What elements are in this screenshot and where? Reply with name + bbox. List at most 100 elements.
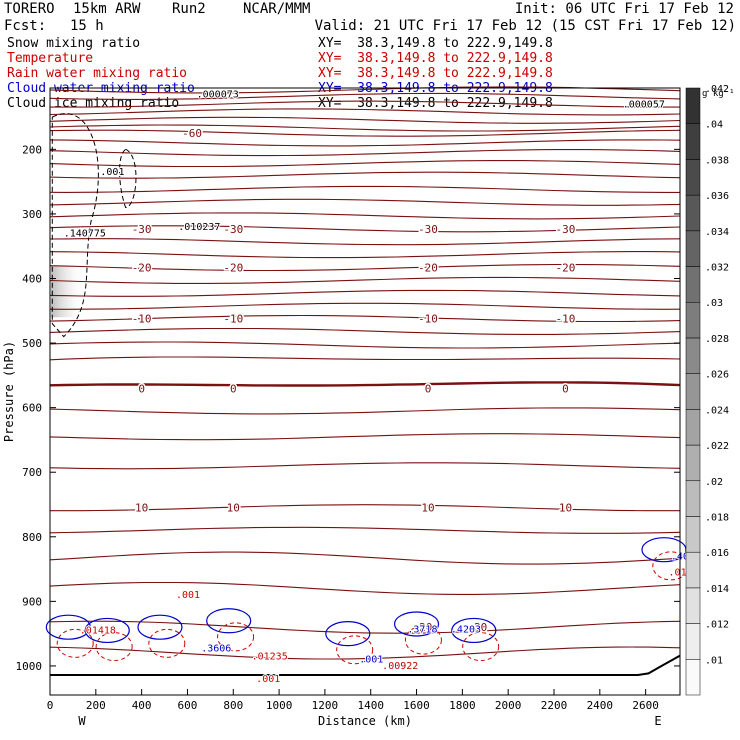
temperature-label-4-1: 0 [230,382,237,395]
x-axis-title: Distance (km) [318,714,412,728]
field-xy-rain: XY= 38.3,149.8 to 222.9,149.8 [318,66,553,81]
isotherm-833 [49,551,681,565]
x-tick-label-6: 1200 [312,699,339,712]
max-label-rain-9: .00922 [382,661,418,672]
colorbar-tick-10: .03 [705,298,723,309]
max-label-snow-1: .001 [100,167,124,178]
isotherm-690 [49,462,681,470]
colorbar-tick-1: .012 [705,620,729,631]
colorbar-tick-9: .028 [705,334,729,345]
isotherm-980 [49,646,681,660]
x-tick-label-12: 2400 [587,699,614,712]
colorbar-tick-11: .032 [705,263,729,274]
colorbar-tick-3: .016 [705,548,729,559]
colorbar-tick-6: .022 [705,441,729,452]
x-tick-label-10: 2000 [495,699,522,712]
rain-contour-2 [148,628,186,658]
colorbar-cell-13 [685,194,701,232]
max-label-cloud-12: .4203 [451,624,481,635]
temperature-label-1-3: -30 [556,223,576,236]
colorbar-cell-6 [685,444,701,482]
resolution-label: 15km ARW [73,1,141,17]
colorbar-cell-12 [685,230,701,267]
field-label-temperature: Temperature [7,51,94,66]
temperature-label-5-0: 10 [135,502,148,515]
colorbar-cell-10 [685,301,701,339]
colorbar-tick-8: .026 [705,370,729,381]
colorbar-tick-5: .02 [705,477,723,488]
temperature-label-4-3: 0 [562,382,569,395]
temperature-label-3-1: -10 [223,313,243,326]
temperature-label-1-0: -30 [132,223,152,236]
snow-contour [51,113,99,338]
y-tick-label-3: 500 [22,337,42,350]
isotherm-282 [49,198,681,206]
isotherm-755 [50,504,680,512]
y-tick-label-0: 200 [22,143,42,156]
rain-contour-4 [336,635,374,665]
colorbar-tick-0: .01 [705,655,723,666]
temperature-label-3-2: -10 [418,313,438,326]
colorbar-tick-14: .038 [705,155,729,166]
temperature-label-6-0: 20 [474,621,487,634]
colorbar-cell-15 [685,123,701,160]
colorbar-tick-12: .034 [705,227,729,238]
isotherm-262 [49,185,680,193]
y-tick-label-7: 900 [22,595,42,608]
isotherm-940 [49,620,681,634]
max-label-ice-4: .000057 [623,99,665,110]
cloud-water-contour-0 [45,614,91,640]
forecast-hour: 15 h [70,18,104,34]
model-name: TORERO [4,1,55,17]
colorbar-cell-8 [685,373,701,410]
rain-contour-1 [95,632,133,662]
isotherm-175 [49,129,681,137]
center-label: NCAR/MMM [243,1,311,17]
isotherm-205 [49,149,681,157]
colorbar-tick-13: .036 [705,191,729,202]
endpoint-label-east: E [654,714,661,728]
isotherm-880 [49,581,681,595]
isotherm-118 [49,92,681,100]
cloud-water-contour-2 [137,614,183,640]
field-xy-temperature: XY= 38.3,149.8 to 222.9,149.8 [318,51,553,66]
plot-frame [49,87,681,696]
x-tick-label-11: 2200 [541,699,568,712]
isotherm-482 [49,327,681,335]
isotherm-383 [49,263,681,272]
temperature-label-6-1: 20 [419,621,432,634]
temperature-label-5-2: 10 [421,502,434,515]
isotherm-443 [49,302,681,310]
isotherm-645 [49,433,681,441]
max-label-snow-0: .140775 [64,229,106,240]
isotherm-222 [49,160,681,168]
colorbar-tick-2: .014 [705,584,729,595]
y-tick-label-1: 300 [22,208,42,221]
ice-contour [119,148,137,208]
isotherm-343 [49,238,681,246]
init-time: Init: 06 UTC Fri 17 Feb 12 [514,1,734,17]
colorbar-cell-0 [685,659,701,696]
surface-line [50,654,681,676]
colorbar: .01 .012 .014 .016 .018 .02 .022 .024 .026 .028 .0… [685,84,735,696]
max-label-rain-8: .001 [256,674,280,685]
temperature-label-2-3: -20 [556,262,576,275]
isotherm-570 [49,381,681,387]
colorbar-unit: g kg⁻¹ [702,89,735,99]
isotherm-605 [49,407,681,415]
contour-layer [45,86,690,676]
x-tick-label-4: 800 [223,699,243,712]
temperature-label-2-2: -20 [418,262,438,275]
isotherm-462 [49,314,681,323]
cloud-water-contour-3 [206,608,252,634]
temperature-label-2-0: -20 [132,262,152,275]
y-tick-label-2: 400 [22,272,42,285]
cloud-water-contour-6 [451,617,497,644]
isotherm-130 [50,100,680,108]
max-label-cloud-13: .3606 [201,644,231,655]
max-label-rain-5: .01418 [80,626,116,637]
temperature-label-1-2: -30 [418,223,438,236]
